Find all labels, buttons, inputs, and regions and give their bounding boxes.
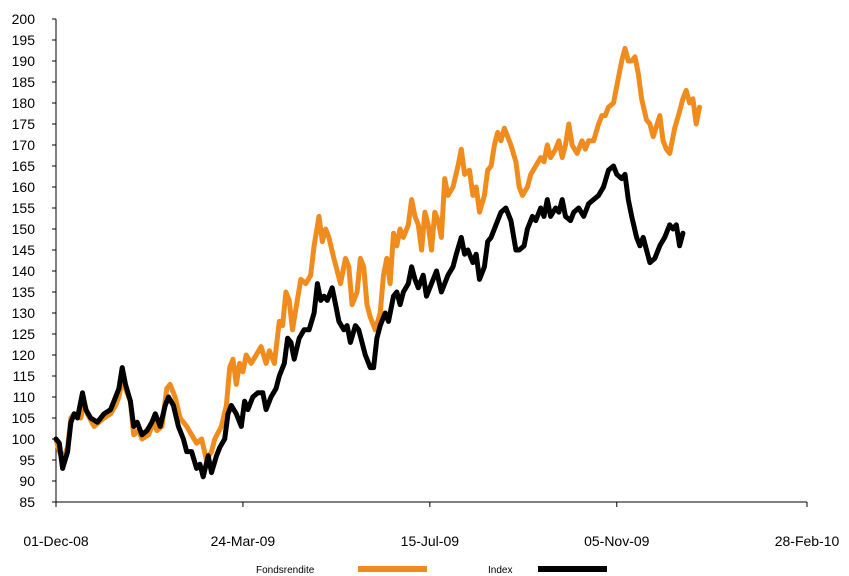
y-tick-label: 85 [19,494,35,510]
y-tick-label: 175 [12,116,36,132]
y-axis-ticks: 85 90 95 100 105 110 115 120 125 130 135 140 145 150 1… [12,11,56,510]
y-tick-label: 105 [12,410,36,426]
legend-label-index: Index [488,565,512,576]
y-tick-label: 155 [12,200,36,216]
series-line-index [53,163,686,480]
y-tick-label: 180 [12,95,36,111]
x-tick-label: 24-Mar-09 [211,533,276,549]
y-tick-label: 195 [12,32,36,48]
x-tick-label: 15-Jul-09 [401,533,460,549]
y-tick-label: 115 [13,368,36,384]
y-tick-label: 100 [12,431,36,447]
y-tick-label: 120 [12,347,36,363]
x-axis-ticks: 01-Dec-08 24-Mar-09 15-Jul-09 05-Nov-09 28-F… [23,502,840,549]
y-tick-label: 130 [12,305,36,321]
y-tick-label: 165 [12,158,36,174]
y-tick-label: 110 [13,389,36,405]
y-tick-label: 170 [12,137,36,153]
y-tick-label: 200 [12,11,36,27]
x-tick-label: 28-Feb-10 [775,533,840,549]
x-tick-label: 01-Dec-08 [23,533,89,549]
y-tick-label: 185 [12,74,36,90]
x-tick-label: 05-Nov-09 [584,533,650,549]
y-tick-label: 125 [12,326,36,342]
y-tick-label: 190 [12,53,36,69]
y-tick-label: 160 [12,179,36,195]
y-tick-label: 135 [12,284,36,300]
y-tick-label: 90 [19,473,35,489]
series-line-fondsrendite [53,45,702,463]
y-tick-label: 140 [12,263,36,279]
y-tick-label: 150 [12,221,36,237]
legend-label-fondsrendite: Fondsrendite [256,565,315,576]
series-lines [53,45,702,480]
y-tick-label: 145 [12,242,36,258]
axes [55,19,807,503]
y-tick-label: 95 [19,452,35,468]
legend: Fondsrendite Index [256,565,607,576]
